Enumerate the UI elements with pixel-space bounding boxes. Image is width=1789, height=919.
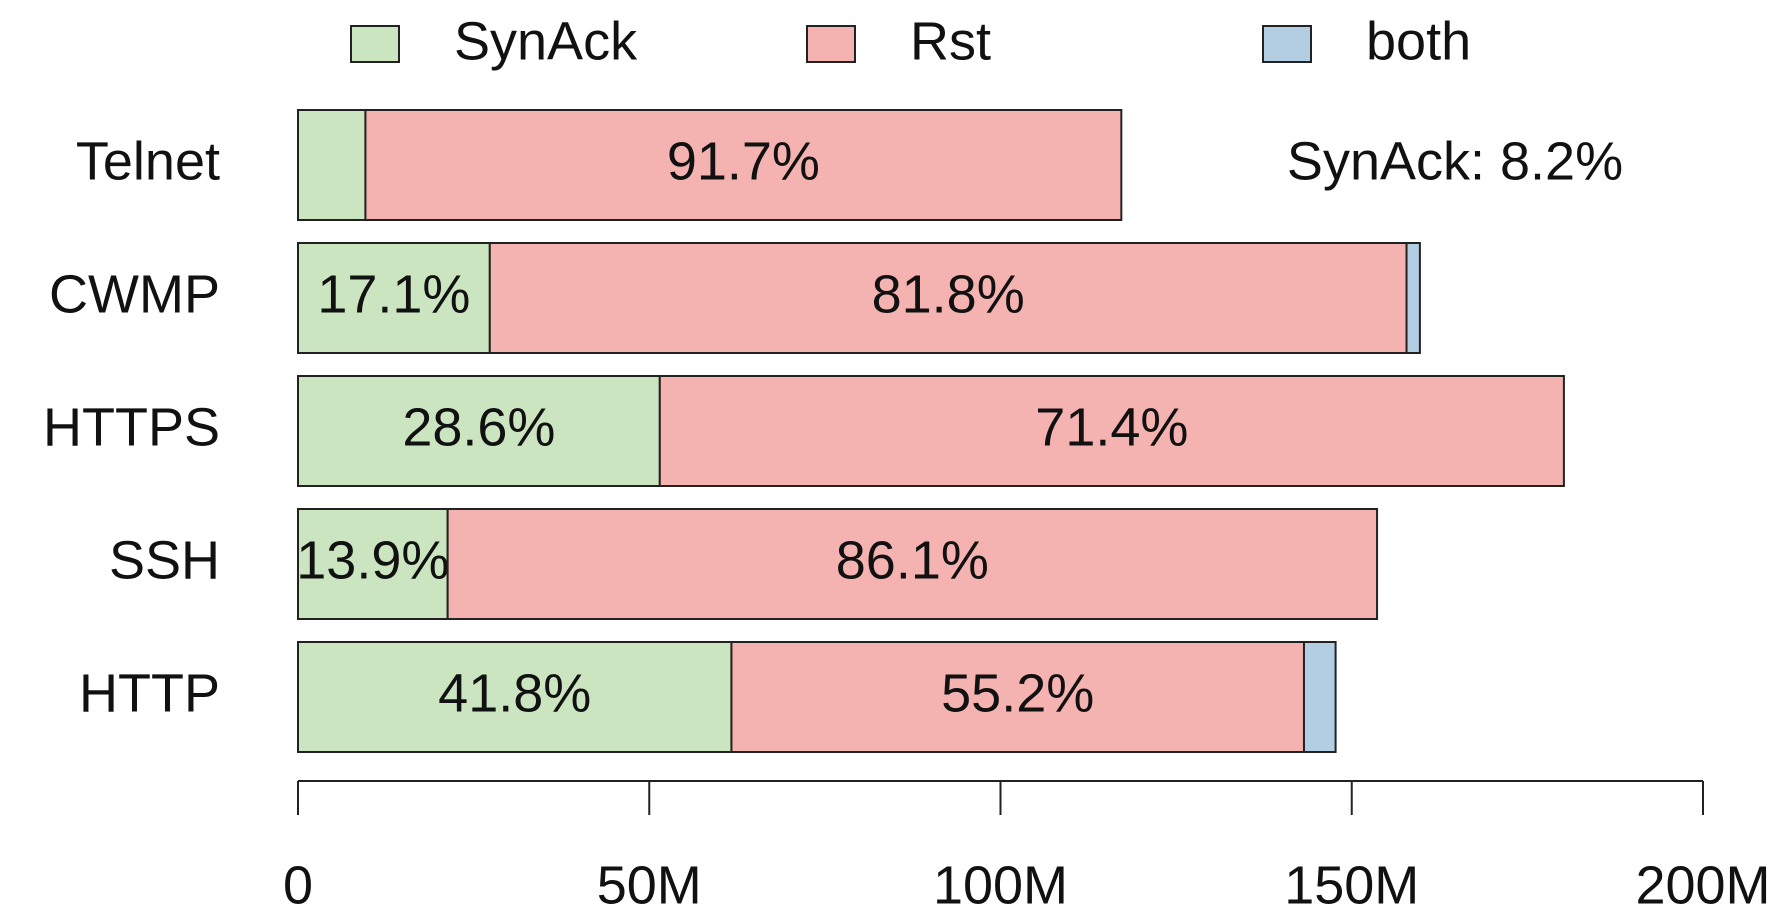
segment-label: 13.9% <box>296 530 449 590</box>
annotation: SynAck: 8.2% <box>1287 131 1623 191</box>
segment-label: 86.1% <box>836 530 989 590</box>
x-tick-label: 200M <box>1635 855 1770 915</box>
bar-segment <box>730 641 1305 753</box>
y-tick-label: Telnet <box>76 131 220 191</box>
legend-swatch <box>1262 25 1312 63</box>
y-tick-label: CWMP <box>49 264 220 324</box>
segment-label: 55.2% <box>941 663 1094 723</box>
bar-segment <box>1302 641 1337 753</box>
bar-segment <box>297 109 367 221</box>
segment-label: 71.4% <box>1035 397 1188 457</box>
x-tick-label: 100M <box>933 855 1068 915</box>
x-tick-label: 50M <box>597 855 702 915</box>
segment-label: 41.8% <box>438 663 591 723</box>
y-tick-label: HTTPS <box>43 397 220 457</box>
y-tick-label: SSH <box>109 530 220 590</box>
bar-segment <box>658 375 1565 487</box>
segment-label: 81.8% <box>872 264 1025 324</box>
segment-label: 17.1% <box>317 264 470 324</box>
legend-label: SynAck <box>454 11 638 71</box>
legend-label: both <box>1366 11 1471 71</box>
segment-label: 91.7% <box>667 131 820 191</box>
legend-swatch <box>350 25 400 63</box>
bar-segment <box>488 242 1408 354</box>
bar-segment <box>446 508 1379 620</box>
legend-label: Rst <box>910 11 991 71</box>
x-tick-label: 150M <box>1284 855 1419 915</box>
bar-segment <box>364 109 1123 221</box>
bar-segment <box>297 641 733 753</box>
segment-label: 28.6% <box>402 397 555 457</box>
bar-segment <box>1405 242 1421 354</box>
bar-segment <box>297 508 449 620</box>
bar-segment <box>297 375 661 487</box>
x-tick-label: 0 <box>283 855 313 915</box>
y-tick-label: HTTP <box>79 663 220 723</box>
legend-swatch <box>806 25 856 63</box>
